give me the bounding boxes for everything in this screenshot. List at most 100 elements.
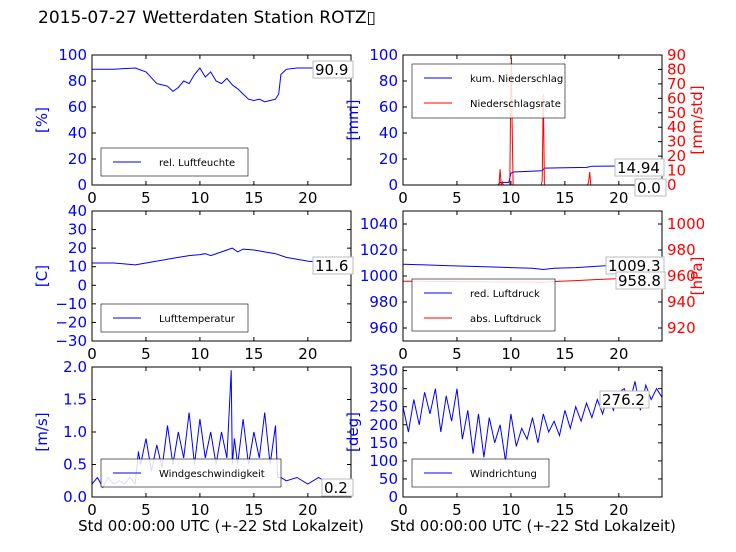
y-tick-label: 2.0	[63, 358, 87, 376]
y-axis-label: [C]	[33, 265, 51, 287]
y-tick-label: −30	[55, 332, 87, 350]
y-tick-label: 1040	[360, 215, 398, 233]
axes-frame	[91, 54, 352, 186]
y2-axis-label: [hPa]	[688, 257, 706, 296]
y-axis-label: [m/s]	[33, 412, 51, 451]
x-tick-label: 15	[244, 501, 263, 519]
y2-tick-label: 1000	[667, 215, 705, 233]
y-tick-label: 0	[77, 276, 87, 294]
legend-box	[411, 63, 566, 119]
y-tick-label: 0.5	[63, 456, 87, 474]
y-tick-label: 0	[388, 176, 398, 194]
y-tick-label: 200	[369, 416, 398, 434]
series-line	[403, 57, 662, 185]
y-axis-label: [deg]	[344, 412, 362, 452]
y2-axis-label: [mm/std]	[688, 85, 706, 154]
value-label-box	[615, 271, 666, 290]
y-tick-label: 40	[68, 202, 87, 220]
value-label: 0.2	[324, 479, 348, 497]
value-label-box	[312, 60, 354, 79]
y-tick-label: 50	[379, 470, 398, 488]
value-label-box	[599, 390, 650, 409]
legend-box	[411, 278, 556, 332]
value-label: 958.8	[618, 272, 661, 290]
value-label: 1009.3	[608, 257, 661, 275]
y2-tick-label: 90	[667, 46, 686, 64]
x-tick-label: 10	[190, 189, 209, 207]
x-tick-label: 20	[609, 345, 628, 363]
legend-entry: Windgeschwindigkeit	[159, 469, 265, 480]
y-axis-label: [mm]	[344, 100, 362, 141]
x-tick-label: 5	[452, 501, 462, 519]
y-tick-label: 60	[379, 98, 398, 116]
y2-tick-label: 80	[667, 60, 686, 78]
x-tick-label: 0	[398, 189, 408, 207]
value-label: 14.94	[617, 159, 660, 177]
y-tick-label: 350	[369, 362, 398, 380]
x-axis-label: Std 00:00:00 UTC (+-22 Std Lokalzeit)	[78, 517, 364, 535]
y2-tick-label: 70	[667, 75, 686, 93]
legend-entry: abs. Luftdruck	[470, 314, 541, 325]
y2-tick-label: 940	[667, 293, 696, 311]
x-tick-label: 20	[298, 501, 317, 519]
value-label-box	[312, 256, 354, 275]
chart-title: 2015-07-27 Wetterdaten Station ROTZ▯	[38, 8, 376, 28]
legend-entry: Niederschlagsrate	[470, 99, 561, 110]
x-tick-label: 15	[555, 189, 574, 207]
value-label: 0.0	[637, 179, 661, 197]
y-tick-label: 300	[369, 380, 398, 398]
x-tick-label: 5	[141, 345, 151, 363]
x-tick-label: 20	[298, 189, 317, 207]
y-tick-label: 20	[379, 150, 398, 168]
x-tick-label: 0	[398, 501, 408, 519]
y-tick-label: 10	[68, 258, 87, 276]
value-label-box	[634, 178, 667, 197]
x-tick-label: 5	[452, 189, 462, 207]
y-tick-label: 40	[68, 124, 87, 142]
y-tick-label: 100	[369, 452, 398, 470]
y2-tick-label: 10	[667, 162, 686, 180]
legend-entry: red. Luftdruck	[470, 289, 540, 300]
series-line	[92, 66, 351, 103]
y-tick-label: 20	[68, 239, 87, 257]
x-tick-label: 10	[501, 345, 520, 363]
y-tick-label: 980	[369, 293, 398, 311]
y-tick-label: 0.0	[63, 488, 87, 506]
y2-tick-label: 40	[667, 118, 686, 136]
x-tick-label: 10	[190, 501, 209, 519]
y-tick-label: 960	[369, 319, 398, 337]
y2-tick-label: 20	[667, 147, 686, 165]
x-tick-label: 5	[141, 501, 151, 519]
y-tick-label: 20	[68, 150, 87, 168]
x-tick-label: 10	[190, 345, 209, 363]
x-tick-label: 15	[555, 345, 574, 363]
y-tick-label: 150	[369, 434, 398, 452]
x-tick-label: 0	[87, 345, 97, 363]
x-tick-label: 20	[298, 345, 317, 363]
x-tick-label: 0	[87, 189, 97, 207]
x-tick-label: 15	[555, 501, 574, 519]
y-tick-label: 0	[77, 176, 87, 194]
y2-tick-label: 50	[667, 104, 686, 122]
axes-frame	[91, 210, 352, 342]
y-tick-label: 100	[369, 46, 398, 64]
x-tick-label: 15	[244, 345, 263, 363]
y-tick-label: 80	[68, 72, 87, 90]
series-line	[92, 247, 351, 266]
y-tick-label: −20	[55, 313, 87, 331]
y2-tick-label: 60	[667, 89, 686, 107]
x-tick-label: 5	[141, 189, 151, 207]
value-label: 90.9	[315, 61, 348, 79]
x-tick-label: 10	[501, 189, 520, 207]
legend-entry: kum. Niederschlag	[470, 74, 563, 85]
y2-tick-label: 0	[667, 176, 677, 194]
x-tick-label: 5	[452, 345, 462, 363]
y-tick-label: 30	[68, 221, 87, 239]
y2-tick-label: 980	[667, 241, 696, 259]
axes-frame	[402, 54, 663, 186]
x-axis-label: Std 00:00:00 UTC (+-22 Std Lokalzeit)	[390, 517, 676, 535]
y-tick-label: −10	[55, 295, 87, 313]
y2-tick-label: 960	[667, 267, 696, 285]
y-tick-label: 40	[379, 124, 398, 142]
